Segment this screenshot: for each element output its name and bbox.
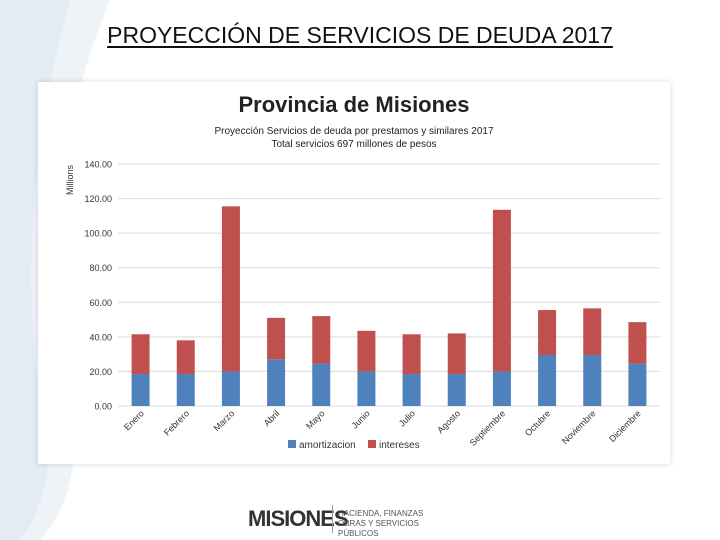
bar-intereses	[267, 317, 286, 360]
y-tick-label: 100.00	[84, 229, 112, 239]
x-tick-label: Abril	[262, 408, 282, 428]
x-tick-label: Diciembre	[607, 408, 643, 444]
logo-divider	[332, 505, 333, 533]
y-tick-label: 140.00	[84, 160, 112, 170]
y-tick-label: 0.00	[94, 402, 112, 412]
x-tick-label: Mayo	[304, 408, 327, 431]
x-tick-label: Enero	[122, 408, 146, 432]
legend-swatch	[368, 440, 376, 448]
bar-intereses	[131, 334, 150, 375]
y-tick-label: 40.00	[89, 332, 112, 342]
bar-intereses	[221, 206, 240, 372]
x-tick-label: Octubre	[523, 408, 553, 438]
bar-intereses	[492, 209, 511, 372]
chart-subtitle: Proyección Servicios de deuda por presta…	[38, 125, 670, 151]
legend-label: intereses	[379, 440, 420, 451]
x-tick-label: Agosto	[435, 408, 462, 435]
x-tick-label: Septiembre	[468, 408, 508, 448]
bar-amortizacion	[628, 363, 647, 406]
y-tick-label: 120.00	[84, 194, 112, 204]
legend-label: amortizacion	[299, 440, 356, 451]
bar-amortizacion	[176, 374, 195, 406]
bar-amortizacion	[402, 374, 421, 406]
org-name-line2: OBRAS Y SERVICIOS PÚBLICOS	[338, 519, 419, 538]
chart-title: Provincia de Misiones	[238, 92, 470, 117]
slide-title: PROYECCIÓN DE SERVICIOS DE DEUDA 2017	[107, 22, 613, 48]
y-tick-label: 60.00	[89, 298, 112, 308]
bar-intereses	[583, 308, 602, 356]
bar-intereses	[447, 333, 466, 375]
bar-amortizacion	[447, 374, 466, 406]
bar-intereses	[402, 334, 421, 375]
bar-amortizacion	[221, 371, 240, 406]
y-axis-label: Millions	[65, 165, 75, 196]
org-name-line1: HACIENDA, FINANZAS	[338, 509, 424, 518]
x-tick-label: Junio	[350, 408, 372, 430]
bar-intereses	[312, 316, 331, 364]
bar-intereses	[628, 322, 647, 364]
legend-swatch	[288, 440, 296, 448]
chart-subtitle-line2: Total servicios 697 millones de pesos	[271, 139, 437, 150]
bar-intereses	[357, 330, 376, 372]
x-tick-label: Febrero	[162, 408, 191, 437]
misiones-logo: MISIONES	[248, 506, 349, 531]
bar-amortizacion	[583, 355, 602, 406]
y-tick-label: 80.00	[89, 263, 112, 273]
y-tick-label: 20.00	[89, 367, 112, 377]
x-tick-label: Noviembre	[560, 408, 598, 446]
bar-intereses	[538, 310, 557, 356]
bar-intereses	[176, 340, 195, 375]
bar-amortizacion	[538, 355, 557, 406]
bar-amortizacion	[357, 371, 376, 406]
chart-subtitle-line1: Proyección Servicios de deuda por presta…	[214, 126, 494, 137]
org-name: HACIENDA, FINANZAS OBRAS Y SERVICIOS PÚB…	[338, 509, 448, 539]
x-tick-label: Marzo	[212, 408, 237, 433]
x-tick-label: Julio	[397, 408, 417, 428]
bar-amortizacion	[131, 374, 150, 406]
bar-amortizacion	[267, 359, 286, 406]
bar-amortizacion	[492, 371, 511, 406]
bar-amortizacion	[312, 363, 331, 406]
